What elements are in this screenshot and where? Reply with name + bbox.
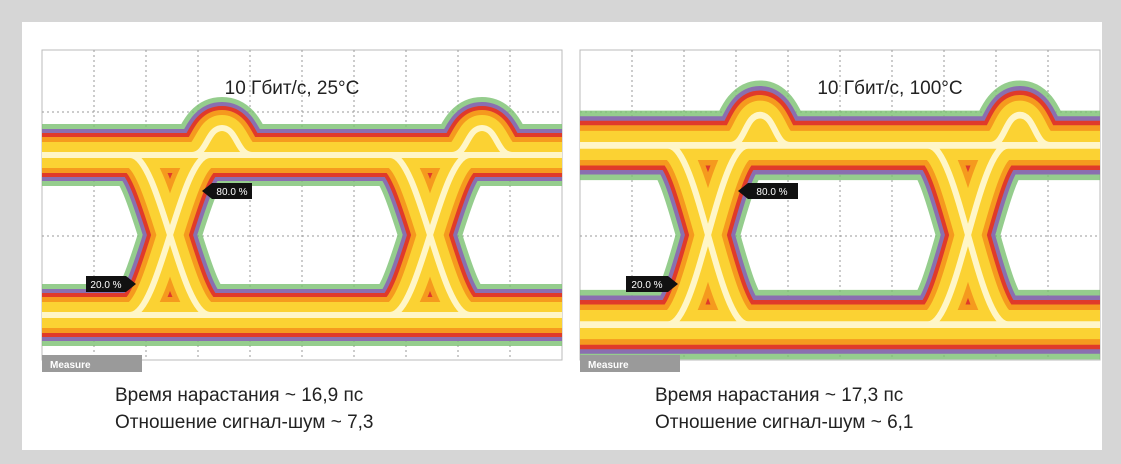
caption: Время нарастания ~ 17,3 пс (655, 385, 903, 406)
figure: 10 Гбит/с, 25°C 80.0 % 20.0 % Measure Вр… (0, 0, 1121, 464)
measure-button: Measure (50, 360, 91, 371)
scope-title: 10 Гбит/с, 25°C (225, 78, 360, 99)
marker-label: 80.0 % (216, 187, 247, 198)
scope-left: 10 Гбит/с, 25°C 80.0 % 20.0 % Measure (32, 50, 572, 372)
marker-label: 20.0 % (90, 280, 121, 291)
caption: Отношение сигнал-шум ~ 6,1 (655, 412, 913, 433)
scope-right: 10 Гбит/с, 100°C 80.0 % 20.0 % Measure (570, 50, 1110, 372)
caption: Отношение сигнал-шум ~ 7,3 (115, 412, 373, 433)
measure-button: Measure (588, 360, 629, 371)
marker-label: 80.0 % (756, 187, 787, 198)
marker-label: 20.0 % (631, 280, 662, 291)
scope-title: 10 Гбит/с, 100°C (817, 78, 962, 99)
caption: Время нарастания ~ 16,9 пс (115, 385, 363, 406)
page: 10 Гбит/с, 25°C 80.0 % 20.0 % Measure Вр… (0, 0, 1121, 464)
